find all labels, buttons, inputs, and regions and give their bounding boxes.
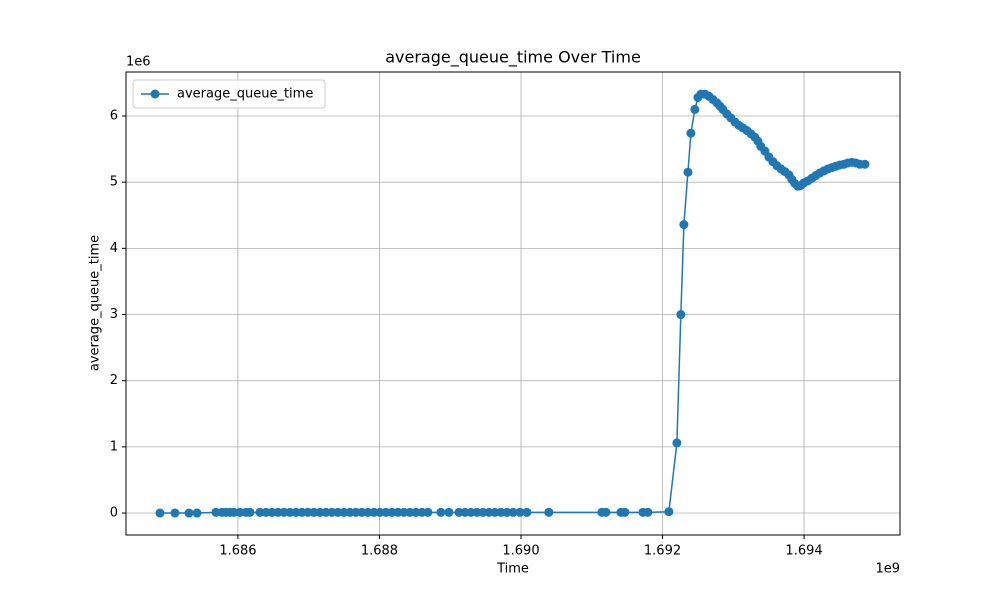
point xyxy=(515,507,525,517)
point xyxy=(672,438,682,448)
x-offset-label: 1e9 xyxy=(875,562,900,577)
y-tick-label: 3 xyxy=(110,307,118,322)
y-tick-label: 1 xyxy=(110,439,118,454)
point xyxy=(643,507,653,517)
point xyxy=(683,167,693,177)
x-tick-label: 1.686 xyxy=(219,544,256,559)
x-tick-label: 1.694 xyxy=(785,544,822,559)
point xyxy=(679,220,689,230)
point xyxy=(676,310,686,320)
point xyxy=(245,507,255,517)
point xyxy=(170,508,180,518)
point xyxy=(155,508,165,518)
y-tick-label: 4 xyxy=(110,241,118,256)
legend-label: average_queue_time xyxy=(177,87,313,102)
y-tick-label: 0 xyxy=(110,506,118,521)
x-axis-label: Time xyxy=(496,562,529,577)
y-offset-label: 1e6 xyxy=(126,55,151,70)
point xyxy=(184,508,194,518)
point xyxy=(522,507,532,517)
point xyxy=(192,508,202,518)
point xyxy=(544,507,554,517)
y-tick-label: 5 xyxy=(110,175,118,190)
point xyxy=(436,507,446,517)
point xyxy=(664,507,674,517)
chart-title: average_queue_time Over Time xyxy=(385,48,641,68)
point xyxy=(686,128,696,138)
point xyxy=(508,507,518,517)
legend-marker xyxy=(150,89,160,99)
legend: average_queue_time xyxy=(132,79,326,109)
x-tick-label: 1.688 xyxy=(361,544,398,559)
point xyxy=(444,507,454,517)
y-tick-label: 2 xyxy=(110,373,118,388)
plot-frame xyxy=(125,71,901,536)
y-axis-label: average_queue_time xyxy=(88,235,103,371)
y-tick-label: 6 xyxy=(110,109,118,124)
point xyxy=(860,159,870,169)
x-tick-label: 1.692 xyxy=(644,544,681,559)
x-tick-label: 1.690 xyxy=(502,544,539,559)
point xyxy=(620,507,630,517)
legend-box xyxy=(132,79,326,109)
point xyxy=(601,507,611,517)
point xyxy=(690,104,700,114)
point xyxy=(423,507,433,517)
